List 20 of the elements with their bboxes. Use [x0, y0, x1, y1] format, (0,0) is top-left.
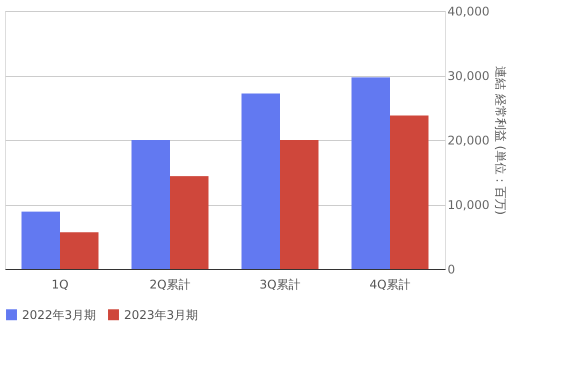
bar: [390, 115, 428, 269]
x-tick-label: 3Q累計: [259, 278, 301, 292]
x-tick-label: 1Q: [51, 278, 69, 292]
bar: [170, 176, 208, 269]
y-tick-label: 20,000: [448, 134, 490, 148]
y-axis-title: 連結 経常利益 (単位：百万): [493, 66, 508, 215]
bar: [352, 77, 390, 269]
y-tick-label: 10,000: [448, 198, 490, 212]
bar: [22, 212, 60, 269]
bar: [280, 140, 318, 269]
bar: [132, 140, 170, 269]
bar: [242, 94, 280, 269]
y-tick-label: 0: [448, 262, 456, 276]
legend-label: 2022年3月期: [22, 308, 96, 322]
x-tick-label: 2Q累計: [149, 278, 191, 292]
y-tick-label: 40,000: [448, 4, 490, 18]
y-tick-label: 30,000: [448, 69, 490, 83]
bar: [60, 232, 98, 269]
legend-label: 2023年3月期: [124, 308, 198, 322]
x-tick-label: 4Q累計: [369, 278, 411, 292]
